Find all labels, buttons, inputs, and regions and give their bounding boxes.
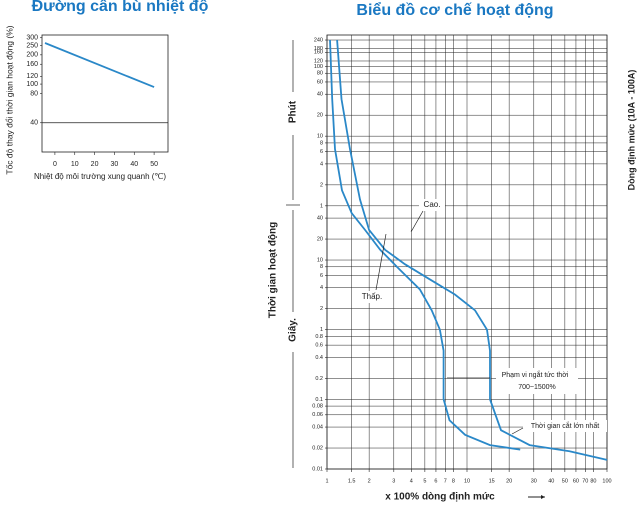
y-tick-label: 0.02: [312, 445, 323, 451]
x-tick-label: 1.5: [348, 478, 356, 484]
y-tick-label: 0.6: [315, 343, 323, 349]
y-tick-label: 0.06: [312, 412, 323, 418]
y-tick-label: 0.04: [312, 425, 323, 431]
y-tick-label: 0.2: [315, 376, 323, 382]
label-bg: [419, 199, 445, 211]
y-tick-label: 80: [30, 90, 38, 97]
y-tick-label: 1: [320, 203, 323, 209]
y-tick-label: 20: [317, 237, 323, 243]
y-tick-label: 6: [320, 273, 323, 279]
y-tick-label: 100: [314, 64, 323, 70]
x-tick-label: 100: [602, 478, 611, 484]
y-axis-label: Tốc độ thay đổi thời gian hoạt động (%): [4, 25, 14, 174]
x-tick-label: 50: [150, 161, 158, 168]
y-tick-label: 160: [26, 61, 38, 68]
x-tick-label: 5: [423, 478, 426, 484]
y-tick-label: 0.08: [312, 404, 323, 410]
y-tick-label: 4: [320, 285, 323, 291]
x-tick-label: 10: [464, 478, 470, 484]
chart-title: Đường cân bù nhiệt độ: [32, 0, 209, 15]
y-tick-label: 10: [317, 257, 323, 263]
y-tick-label: 4: [320, 161, 323, 167]
y-tick-label: 20: [317, 113, 323, 119]
y-axis-label: Thời gian hoạt động: [268, 222, 279, 319]
y-tick-label: 100: [26, 81, 38, 88]
y-tick-label: 2: [320, 306, 323, 312]
y-tick-label: 60: [317, 79, 323, 85]
series-label: Thấp.: [362, 292, 382, 301]
y-tick-label: 200: [26, 52, 38, 59]
y-tick-label: 40: [30, 120, 38, 127]
y-tick-label: 250: [26, 42, 38, 49]
x-axis-label: x 100% dòng định mức: [385, 492, 495, 503]
series-line: [44, 42, 155, 88]
y-unit-label: Giây.: [288, 318, 299, 342]
x-tick-label: 20: [506, 478, 512, 484]
x-tick-label: 10: [71, 161, 79, 168]
y-tick-label: 40: [317, 92, 323, 98]
side-label: Dòng định mức (10A - 100A): [626, 70, 636, 191]
y-tick-label: 40: [317, 216, 323, 222]
y-unit-label: Phút: [288, 100, 299, 123]
x-tick-label: 15: [489, 478, 495, 484]
annotation: 700~1500%: [518, 384, 556, 391]
label-bg: [496, 368, 578, 394]
y-tick-label: 240: [314, 37, 323, 43]
x-tick-label: 2: [368, 478, 371, 484]
label-bg: [357, 291, 385, 303]
y-tick-label: 8: [320, 264, 323, 270]
y-tick-label: 180: [314, 46, 323, 52]
y-tick-label: 6: [320, 149, 323, 155]
y-tick-label: 80: [317, 71, 323, 77]
y-tick-label: 0.01: [312, 466, 323, 472]
y-tick-label: 0.4: [315, 355, 323, 361]
arrow: [511, 427, 524, 435]
y-tick-label: 120: [314, 58, 323, 64]
x-tick-label: 40: [130, 161, 138, 168]
series-line: [336, 39, 608, 461]
x-tick-label: 20: [91, 161, 99, 168]
arrow: [375, 233, 387, 291]
x-tick-label: 30: [111, 161, 119, 168]
label-bg: [523, 420, 607, 432]
y-tick-label: 10: [317, 134, 323, 140]
y-tick-label: 8: [320, 140, 323, 146]
plot-frame: [41, 34, 169, 153]
x-tick-label: 30: [531, 478, 537, 484]
y-tick-label: 160: [314, 50, 323, 56]
x-tick-label: 3: [392, 478, 395, 484]
y-tick-label: 2: [320, 182, 323, 188]
y-tick-label: 0.1: [315, 397, 323, 403]
x-tick-label: 1: [325, 478, 328, 484]
arrow: [410, 210, 424, 233]
x-tick-label: 8: [452, 478, 455, 484]
y-tick-label: 300: [26, 35, 38, 42]
x-tick-label: 70: [582, 478, 588, 484]
y-tick-label: 120: [26, 73, 38, 80]
x-tick-label: 40: [548, 478, 554, 484]
x-tick-label: 80: [590, 478, 596, 484]
y-tick-label: 0.8: [315, 334, 323, 340]
series-label: Cao.: [424, 200, 441, 209]
x-tick-label: 0: [53, 161, 57, 168]
x-tick-label: 60: [573, 478, 579, 484]
x-axis-label: Nhiệt độ môi trường xung quanh (℃): [34, 172, 166, 181]
annotation: Phạm vi ngắt tức thời: [502, 370, 569, 379]
x-tick-label: 7: [444, 478, 447, 484]
x-tick-label: 4: [410, 478, 413, 484]
annotation: Thời gian cắt lớn nhất: [531, 421, 599, 430]
x-tick-label: 50: [562, 478, 568, 484]
series-line: [329, 39, 521, 451]
y-tick-label: 1: [320, 327, 323, 333]
x-tick-label: 6: [434, 478, 437, 484]
chart-title: Biểu đồ cơ chế hoạt động: [356, 1, 553, 19]
